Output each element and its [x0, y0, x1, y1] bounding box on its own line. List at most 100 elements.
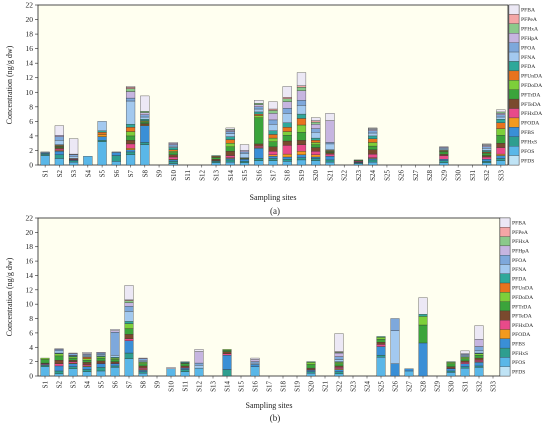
bar-segment	[168, 145, 178, 148]
x-tick-label: S10	[168, 381, 176, 392]
bar-segment	[69, 156, 79, 159]
x-tick-label: S9	[154, 381, 162, 389]
bar-segment	[368, 132, 378, 137]
bar-segment	[439, 151, 449, 155]
bar-segment	[225, 129, 235, 132]
bar-segment	[334, 367, 344, 369]
bar-segment	[254, 106, 264, 110]
bar-segment	[439, 146, 449, 148]
x-tick-label: S31	[469, 170, 477, 181]
bar-segment	[168, 154, 178, 158]
bar-segment	[334, 359, 344, 362]
bar-segment	[168, 163, 178, 166]
bar-segment	[496, 155, 506, 159]
bar-segment	[110, 359, 120, 362]
bar-segment	[282, 122, 292, 128]
bar-segment	[282, 113, 292, 123]
bar-segment	[296, 100, 307, 106]
bar-segment	[482, 146, 492, 149]
bar-segment	[368, 159, 378, 163]
legend-swatch	[499, 217, 511, 228]
x-tick-label: S6	[112, 381, 120, 389]
bar-segment	[296, 105, 307, 115]
x-tick-label: S4	[84, 170, 92, 178]
y-tick-label: 6	[29, 117, 33, 126]
bar-segment	[254, 108, 264, 113]
bar-segment	[168, 142, 178, 144]
legend-swatch	[499, 245, 511, 256]
legend-swatch	[508, 4, 520, 15]
bar-segment	[138, 358, 148, 361]
legend-label: PFPeA	[512, 230, 528, 236]
bar-segment	[125, 151, 136, 155]
bar-segment	[282, 159, 292, 162]
legend-label: PFTeDA	[521, 102, 541, 108]
bar-segment	[250, 362, 260, 365]
bar-segment	[54, 148, 64, 151]
y-axis-label: Concentration (ng/g dw)	[5, 257, 14, 336]
y-tick-label: 16	[26, 44, 34, 53]
x-tick-label: S11	[184, 170, 192, 181]
x-tick-label: S4	[84, 381, 92, 389]
bar-segment	[460, 363, 470, 367]
bar-segment	[296, 132, 307, 141]
bar-segment	[376, 357, 386, 377]
bar-segment	[496, 147, 506, 155]
bar-segment	[460, 362, 470, 364]
bar-segment	[325, 142, 335, 145]
bar-segment	[282, 127, 292, 132]
bar-segment	[282, 140, 292, 146]
legend: PFBA PFPeA PFHxA PFHpA PFOA PFNA PFDA PFUnDA PFD…	[508, 4, 542, 166]
x-tick-label: S19	[294, 381, 302, 392]
bar-segment	[254, 148, 264, 159]
bar-segment	[180, 361, 190, 363]
bar-segment	[124, 358, 134, 377]
x-tick-label: S28	[426, 170, 434, 181]
legend-swatch	[499, 338, 511, 349]
bar-segment	[54, 147, 64, 150]
bar-segment	[474, 362, 484, 367]
bar-segment	[311, 120, 321, 123]
bar-segment	[474, 350, 484, 354]
bar-segment	[54, 136, 64, 141]
legend-label: PFBS	[521, 130, 534, 136]
legend-swatch	[499, 320, 511, 330]
bar-segment	[125, 124, 136, 128]
bar-segment	[138, 357, 148, 359]
x-tick-label: S27	[406, 381, 414, 392]
bar-segment	[225, 127, 235, 130]
bar-segment	[69, 161, 79, 166]
bar-segment	[54, 360, 64, 364]
bar-segment	[138, 372, 148, 377]
bar-segment	[446, 363, 456, 367]
legend-label: PFPeA	[521, 17, 537, 23]
bar-segment	[40, 359, 50, 364]
bar-segment	[180, 369, 190, 372]
bar-segment	[460, 350, 470, 354]
bar-segment	[306, 370, 316, 372]
bar-segment	[96, 352, 106, 355]
bar-segment	[439, 148, 449, 150]
bar-segment	[446, 361, 456, 363]
bar-segment	[268, 110, 278, 114]
bar-segment	[311, 154, 321, 158]
bar-segment	[140, 111, 150, 113]
x-tick-label: S31	[462, 381, 470, 392]
legend-label: PFHxDA	[512, 323, 533, 329]
bar-segment	[250, 364, 260, 367]
bar-segment	[250, 366, 260, 377]
legend-label: PFHpA	[512, 249, 529, 255]
bar-segment	[296, 159, 307, 166]
legend-label: PFNA	[521, 55, 535, 61]
bar-segment	[325, 159, 335, 163]
bar-segment	[97, 140, 107, 142]
bar-segment	[222, 351, 232, 354]
x-tick-label: S25	[383, 170, 391, 181]
legend-label: PFDoDA	[512, 295, 533, 301]
bar-segment	[239, 144, 250, 151]
bar-segment	[282, 145, 292, 155]
x-tick-label: S16	[252, 381, 260, 392]
bar-segment	[96, 360, 106, 364]
bar-segment	[311, 156, 321, 159]
